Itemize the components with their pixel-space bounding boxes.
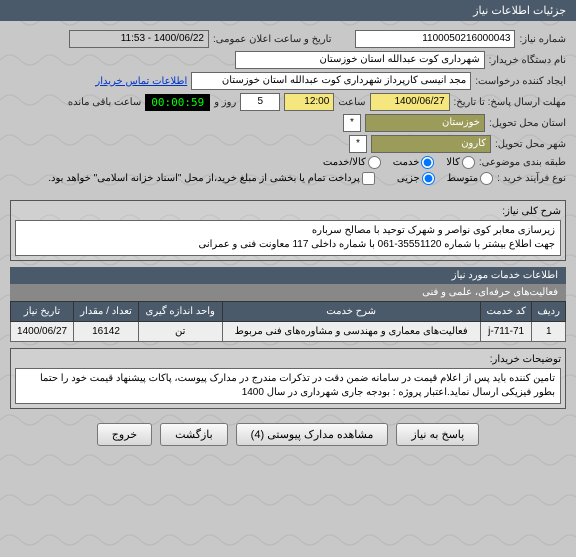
countdown: 00:00:59 — [145, 94, 210, 111]
desc-text: زیرسازی معابر کوی نواصر و شهرک توحید با … — [15, 220, 561, 256]
radio-jozei[interactable] — [422, 172, 435, 185]
th-1: کد خدمت — [480, 302, 532, 322]
days-field: 5 — [240, 93, 280, 111]
radio-kalakhd-label[interactable]: کالا/خدمت — [323, 156, 381, 169]
buyer-org-label: نام دستگاه خریدار: — [489, 55, 566, 66]
desc-label: شرح کلی نیاز: — [502, 206, 561, 217]
exit-button[interactable]: خروج — [97, 423, 152, 446]
form-content: شماره نیاز: 1100050216000043 تاریخ و ساع… — [0, 21, 576, 194]
buyer-notes-text: تامین کننده باید پس از اعلام قیمت در سام… — [15, 368, 561, 404]
td-5: 1400/06/27 — [11, 322, 74, 342]
th-3: واحد اندازه گیری — [138, 302, 222, 322]
radio-jozei-label[interactable]: جزیی — [397, 172, 435, 185]
th-4: تعداد / مقدار — [74, 302, 139, 322]
td-3: تن — [138, 322, 222, 342]
process-label: نوع فرآیند خرید : — [497, 173, 566, 184]
checkbox-paynote-label[interactable]: پرداخت تمام یا بخشی از مبلغ خرید،از محل … — [48, 172, 375, 185]
group-label: طبقه بندی موضوعی: — [479, 157, 566, 168]
need-number-field: 1100050216000043 — [355, 30, 515, 48]
days-label: روز و — [214, 97, 236, 108]
attachments-count: 4 — [254, 429, 260, 441]
announce-field: 1400/06/22 - 11:53 — [69, 30, 209, 48]
td-0: 1 — [532, 322, 566, 342]
city-label: شهر محل تحویل: — [495, 139, 566, 150]
td-2: فعالیت‌های معماری و مهندسی و مشاوره‌های … — [222, 322, 480, 342]
contact-link[interactable]: اطلاعات تماس خریدار — [95, 76, 187, 87]
radio-motevaset[interactable] — [480, 172, 493, 185]
buyer-notes-box: توضیحات خریدار: تامین کننده باید پس از ا… — [10, 348, 566, 409]
deadline-time-field: 12:00 — [284, 93, 334, 111]
radio-motevaset-label[interactable]: متوسط — [447, 172, 493, 185]
respond-button[interactable]: پاسخ به نیاز — [396, 423, 479, 446]
deadline-label: مهلت ارسال پاسخ: تا تاریخ: — [454, 97, 566, 108]
checkbox-paynote[interactable] — [362, 172, 375, 185]
time-label: ساعت — [338, 97, 365, 108]
radio-kala[interactable] — [462, 156, 475, 169]
buyer-notes-label: توضیحات خریدار: — [490, 354, 561, 365]
buyer-org-field: شهرداری کوت عبدالله استان خوزستان — [235, 51, 485, 69]
requester-field: مجد انیسی کارپرداز شهرداری کوت عبدالله ا… — [191, 72, 471, 90]
footer-buttons: پاسخ به نیاز مشاهده مدارک پیوستی (4) باز… — [0, 415, 576, 454]
td-1: 711-71-j — [480, 322, 532, 342]
section-services: اطلاعات خدمات مورد نیاز — [10, 267, 566, 284]
table-row: 1 711-71-j فعالیت‌های معماری و مهندسی و … — [11, 322, 566, 342]
th-2: شرح خدمت — [222, 302, 480, 322]
panel-title: جزئیات اطلاعات نیاز — [473, 5, 566, 17]
province-star: * — [343, 114, 361, 132]
need-number-label: شماره نیاز: — [519, 34, 566, 45]
radio-khadamat-label[interactable]: خدمت — [393, 156, 435, 169]
radio-kala-label[interactable]: کالا — [446, 156, 475, 169]
requester-label: ایجاد کننده درخواست: — [475, 76, 566, 87]
attachments-label: مشاهده مدارک پیوستی — [267, 429, 373, 441]
td-4: 16142 — [74, 322, 139, 342]
panel-header: جزئیات اطلاعات نیاز — [0, 0, 576, 21]
city-star: * — [349, 135, 367, 153]
th-0: ردیف — [532, 302, 566, 322]
subheader-activities: فعالیت‌های حرفه‌ای، علمی و فنی — [10, 284, 566, 301]
th-5: تاریخ نیاز — [11, 302, 74, 322]
attachments-button[interactable]: مشاهده مدارک پیوستی (4) — [236, 423, 389, 446]
radio-kalakhd[interactable] — [368, 156, 381, 169]
return-button[interactable]: بازگشت — [160, 423, 228, 446]
hours-label: ساعت باقی مانده — [68, 97, 141, 108]
province-label: استان محل تحویل: — [489, 118, 566, 129]
description-box: شرح کلی نیاز: زیرسازی معابر کوی نواصر و … — [10, 200, 566, 261]
radio-khadamat[interactable] — [421, 156, 434, 169]
province-field: خوزستان — [365, 114, 485, 132]
deadline-date-field: 1400/06/27 — [370, 93, 450, 111]
city-field: کارون — [371, 135, 491, 153]
services-table: ردیف کد خدمت شرح خدمت واحد اندازه گیری ت… — [10, 301, 566, 342]
announce-label: تاریخ و ساعت اعلان عمومی: — [213, 34, 332, 45]
